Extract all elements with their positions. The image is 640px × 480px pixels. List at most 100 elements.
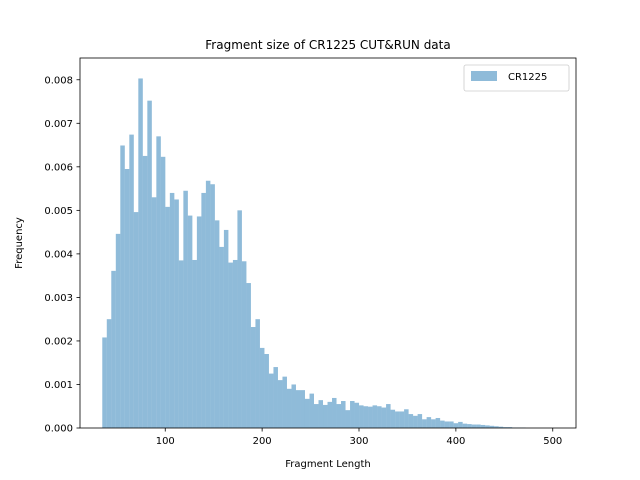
histogram-bar [381,407,387,428]
histogram-bar [183,190,188,428]
y-tick-label: 0.006 [44,162,73,173]
histogram-bar [160,156,166,428]
histogram-bar [156,136,161,428]
histogram-bar [453,423,459,428]
legend-swatch-cr1225 [471,71,497,81]
plot-frame [79,57,577,429]
histogram-bar [273,367,278,428]
histogram-bar [426,417,432,428]
histogram-bar [336,404,342,428]
histogram-bar [142,155,148,428]
bars-group [102,78,526,429]
x-tick-label: 400 [446,436,465,447]
x-tick-label: 300 [349,436,368,447]
histogram-bar [372,405,378,428]
histogram-bar [440,420,445,428]
histogram-bar [363,406,369,428]
histogram-bar [282,376,287,428]
histogram-bar [264,354,269,428]
histogram-bar [498,426,504,428]
histogram-bar [309,393,314,428]
histogram-bar [345,410,351,428]
histogram-bar [147,100,152,428]
histogram-bar [395,411,400,428]
y-tick-label: 0.008 [44,75,73,86]
histogram-bar [192,259,197,428]
histogram-bar [250,327,256,428]
histogram-bar [435,417,441,428]
histogram-bar [300,390,305,428]
histogram-bar [115,233,121,428]
x-axis-label: Fragment Length [285,459,370,470]
histogram-bar [350,401,355,428]
histogram-bar [354,402,360,428]
y-axis-label: Frequency [14,217,25,269]
histogram-bar [359,405,364,428]
histogram-bar [196,216,202,428]
histogram-bar [237,210,242,428]
histogram-bar [295,390,301,428]
histogram-bar [201,192,206,428]
histogram-bar [268,373,274,428]
histogram-bar [471,424,477,428]
y-tick-label: 0.000 [44,424,73,435]
histogram-bar [120,145,125,429]
histogram-bar [165,206,170,428]
histogram-bar [399,411,405,428]
histogram-bar [228,262,233,428]
histogram-bar [377,406,382,428]
histogram-bar [286,388,292,428]
y-tick-label: 0.001 [44,380,73,391]
x-tick-label: 100 [156,436,175,447]
histogram-bar [106,319,112,428]
histogram-bar [507,427,513,428]
histogram-bar [169,192,175,428]
histogram-bar [476,424,481,428]
histogram-bar [413,415,418,428]
histogram-bar [178,260,184,428]
histogram-bar [214,220,220,428]
histogram-bar [467,424,472,428]
histogram-bar [386,404,391,428]
y-tick-label: 0.003 [44,293,73,304]
histogram-bar [444,421,450,428]
x-axis: 100 200 300 400 500 [156,428,562,447]
y-tick-label: 0.007 [44,119,73,130]
chart-title: Fragment size of CR1225 CUT&RUN data [205,38,450,52]
histogram-bar [458,421,463,428]
histogram-bar [232,259,238,428]
y-tick-label: 0.005 [44,206,73,217]
histogram-bar [327,401,333,428]
histogram-bar [489,425,495,428]
histogram-bar [417,414,423,428]
histogram-bar [210,184,215,428]
histogram-bar [431,419,436,428]
histogram-bar [138,78,143,429]
histogram-bar [449,421,454,428]
y-tick-label: 0.004 [44,249,73,260]
histogram-bar [291,384,296,428]
histogram-bar [318,400,324,428]
legend: CR1225 [463,64,570,92]
histogram-bar [129,134,134,429]
histogram-bar [390,409,396,428]
histogram-bar [332,397,337,428]
histogram-bar [133,212,139,428]
histogram-bar [102,337,107,428]
histogram-bar [503,427,508,428]
histogram-bar [304,398,310,428]
histogram-bar [255,319,260,428]
histogram-bar [241,261,247,428]
histogram-bar [368,406,373,428]
histogram-bar [111,270,116,428]
histogram-bar [314,404,319,428]
histogram-bar [174,199,179,428]
histogram-bar [480,424,486,428]
histogram-bar [187,215,193,428]
histogram-bar [323,404,328,428]
histogram-bar [462,423,468,428]
x-tick-label: 200 [253,436,272,447]
histogram-bar [341,401,346,428]
histogram-bar [408,414,414,428]
